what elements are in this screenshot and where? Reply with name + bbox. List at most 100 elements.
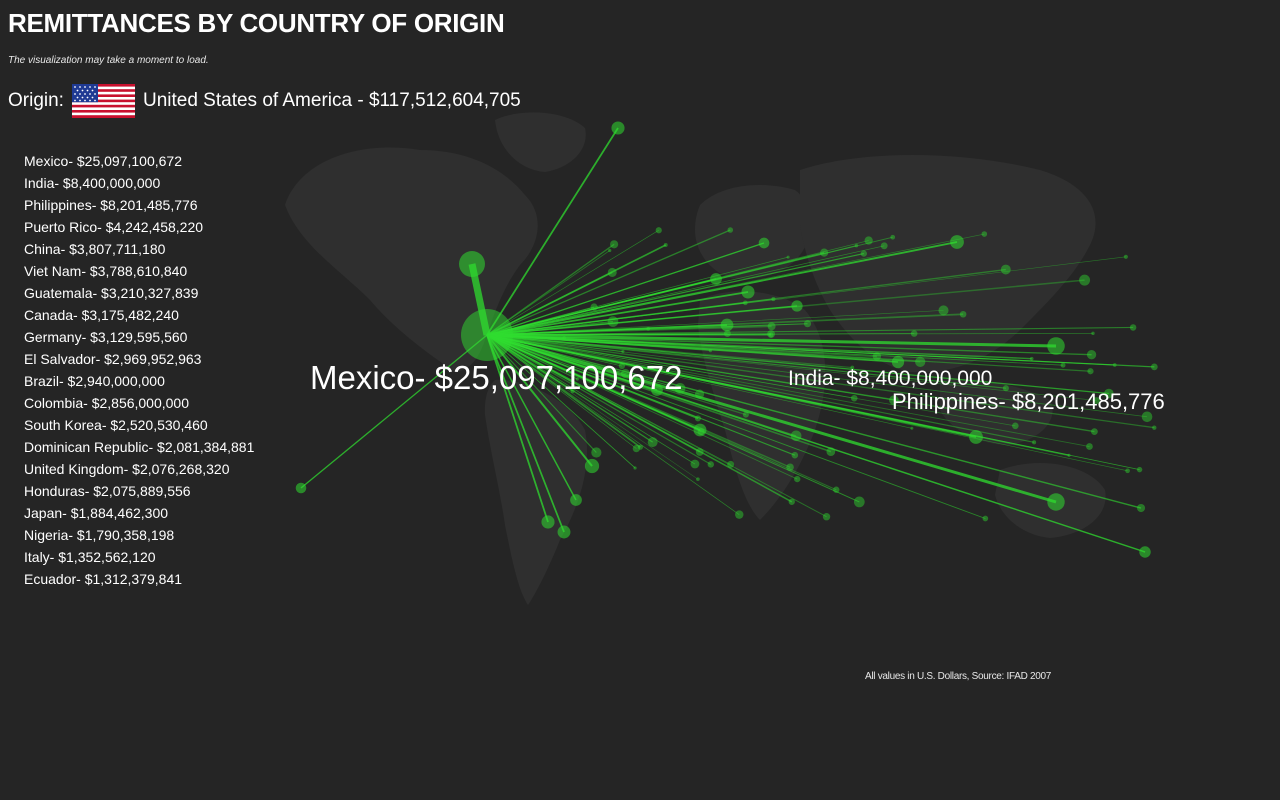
flow-point-japan[interactable] xyxy=(1139,546,1151,558)
flow-line-japan xyxy=(486,334,1146,553)
origin-prefix: Origin: xyxy=(8,90,64,111)
minor-flow-point xyxy=(853,496,865,508)
minor-flow-point xyxy=(822,513,831,521)
destination-item[interactable]: Italy- $1,352,562,120 xyxy=(24,549,156,565)
minor-flow-point xyxy=(632,444,640,453)
flow-line-guatemala xyxy=(486,334,549,523)
minor-flow-line xyxy=(486,334,636,469)
minor-flow-point xyxy=(786,463,794,472)
destination-item[interactable]: El Salvador- $2,969,952,963 xyxy=(24,351,202,367)
destination-item[interactable]: Honduras- $2,075,889,556 xyxy=(24,483,191,499)
flow-line-china xyxy=(486,241,958,336)
flow-point-philippines[interactable] xyxy=(1047,493,1065,511)
flow-point-india[interactable] xyxy=(1047,337,1065,355)
origin-selector[interactable]: Origin: United States of America - $117,… xyxy=(8,84,521,118)
destination-item[interactable]: Dominican Republic- $2,081,384,881 xyxy=(24,439,255,455)
destination-item[interactable]: Canada- $3,175,482,240 xyxy=(24,307,179,323)
minor-flow-point xyxy=(1123,254,1128,259)
minor-flow-point xyxy=(1136,466,1143,473)
minor-flow-line xyxy=(486,334,853,369)
destination-item[interactable]: Mexico- $25,097,100,672 xyxy=(24,153,182,169)
destination-item[interactable]: India- $8,400,000,000 xyxy=(24,175,161,191)
destination-item[interactable]: Japan- $1,884,462,300 xyxy=(24,505,169,521)
destination-item[interactable]: Brazil- $2,940,000,000 xyxy=(24,373,165,389)
flow-point-ecuador[interactable] xyxy=(295,482,307,494)
minor-flow-point xyxy=(786,255,790,259)
destination-item[interactable]: Philippines- $8,201,485,776 xyxy=(24,197,198,213)
minor-flow-point xyxy=(621,349,625,354)
minor-flow-line xyxy=(486,334,894,401)
minor-flow-line xyxy=(486,334,855,399)
origin-point[interactable] xyxy=(461,309,513,361)
minor-flow-line xyxy=(486,334,712,465)
minor-flow-point xyxy=(959,310,967,318)
flow-point-dominican-republic[interactable] xyxy=(651,384,663,396)
destination-item[interactable]: Ecuador- $1,312,379,841 xyxy=(24,571,183,587)
flow-line-honduras xyxy=(486,334,577,501)
minor-flow-line xyxy=(486,334,1109,395)
minor-flow-point xyxy=(727,227,734,233)
minor-flow-point xyxy=(820,248,829,257)
flow-point-canada[interactable] xyxy=(611,121,625,135)
minor-flow-point xyxy=(1029,356,1034,361)
flow-line-puerto-rico xyxy=(486,334,593,467)
destination-item[interactable]: China- $3,807,711,180 xyxy=(24,241,166,257)
flow-line-el-salvador xyxy=(486,334,565,533)
destination-item[interactable]: Viet Nam- $3,788,610,840 xyxy=(24,263,188,279)
minor-flow-point xyxy=(1086,443,1093,450)
remittance-flows xyxy=(295,121,1158,558)
minor-flow-point xyxy=(791,451,799,459)
flow-point-brazil[interactable] xyxy=(693,423,707,437)
destination-item[interactable]: United Kingdom- $2,076,268,320 xyxy=(24,461,230,477)
continent-south-america xyxy=(484,379,588,605)
flow-point-el-salvador[interactable] xyxy=(557,525,571,539)
flow-point-united-kingdom[interactable] xyxy=(710,273,722,285)
minor-flow-line xyxy=(486,334,1016,427)
minor-flow-line xyxy=(486,334,1148,418)
minor-flow-line xyxy=(486,334,793,503)
minor-flow-point xyxy=(938,305,949,316)
flow-point-honduras[interactable] xyxy=(570,494,582,506)
flow-line-germany xyxy=(486,291,749,336)
minor-flow-point xyxy=(850,365,855,370)
usa-flag-icon[interactable] xyxy=(71,84,135,118)
minor-flow-line xyxy=(486,334,1032,360)
destination-item[interactable]: South Korea- $2,520,530,460 xyxy=(24,417,208,433)
flow-point-south-korea[interactable] xyxy=(891,355,905,369)
map-labels: Mexico- $25,097,100,672 India- $8,400,00… xyxy=(310,359,1165,414)
flow-point-viet-nam[interactable] xyxy=(969,430,983,444)
minor-flow-point xyxy=(690,459,700,469)
flow-point-italy[interactable] xyxy=(758,237,770,249)
minor-flow-point xyxy=(1002,385,1009,392)
minor-flow-line xyxy=(486,334,740,515)
minor-flow-point xyxy=(618,362,626,370)
minor-flow-point xyxy=(1112,363,1117,367)
flow-point-colombia[interactable] xyxy=(720,318,734,332)
minor-flow-line xyxy=(486,334,696,465)
minor-flow-point xyxy=(767,322,776,331)
flow-point-germany[interactable] xyxy=(741,285,755,299)
minor-flow-line xyxy=(486,310,944,336)
minor-flow-point xyxy=(880,242,888,250)
flow-point-puerto-rico[interactable] xyxy=(584,458,600,474)
flow-point-china[interactable] xyxy=(950,235,964,249)
flow-point-guatemala[interactable] xyxy=(541,515,555,529)
source-note: All values in U.S. Dollars, Source: IFAD… xyxy=(865,671,1052,682)
destination-item[interactable]: Guatemala- $3,210,327,839 xyxy=(24,285,199,301)
minor-flow-point xyxy=(872,352,882,361)
destination-item[interactable]: Colombia- $2,856,000,000 xyxy=(24,395,190,411)
flow-point-mexico[interactable] xyxy=(459,251,485,277)
minor-flow-line xyxy=(486,252,864,336)
destination-item[interactable]: Puerto Rico- $4,242,458,220 xyxy=(24,219,204,235)
destination-item[interactable]: Nigeria- $1,790,358,198 xyxy=(24,527,175,543)
minor-flow-point xyxy=(803,320,812,328)
minor-flow-point xyxy=(910,426,914,430)
minor-flow-line xyxy=(486,302,746,336)
minor-flow-point xyxy=(1129,324,1137,331)
continent-asia xyxy=(800,155,1096,373)
destination-item[interactable]: Germany- $3,129,595,560 xyxy=(24,329,188,345)
flow-point-nigeria[interactable] xyxy=(791,300,803,312)
minor-flow-point xyxy=(1087,368,1094,375)
minor-flow-line xyxy=(486,334,1035,443)
